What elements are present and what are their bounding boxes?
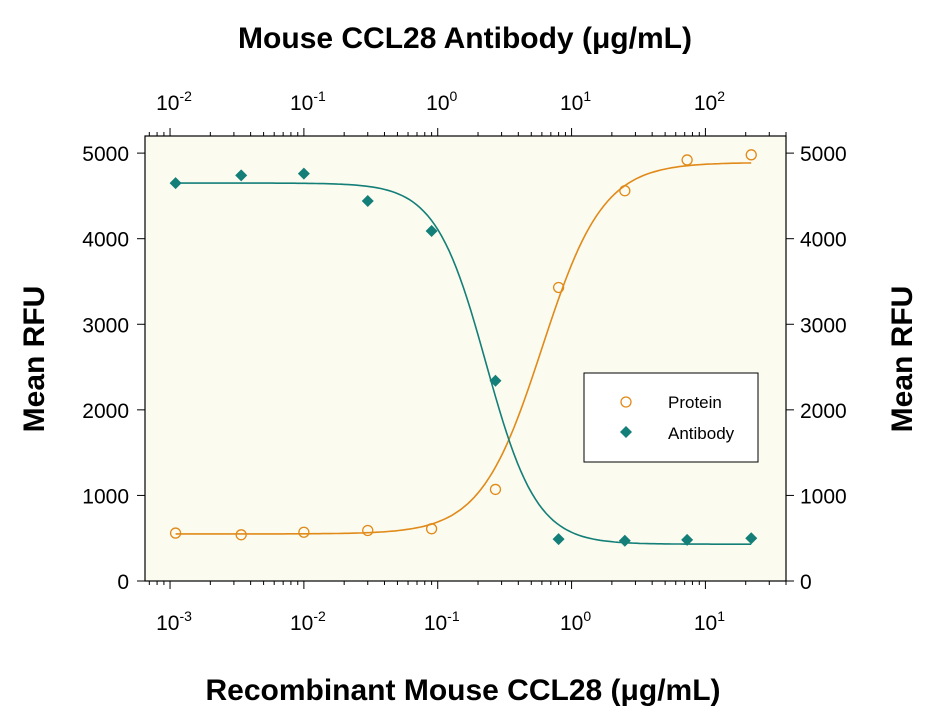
y-axis-right-tick-label: 0: [800, 571, 812, 594]
legend-protein-label: Protein: [668, 393, 722, 412]
antibody-data-point: [745, 532, 758, 545]
protein-data-point: [619, 185, 631, 197]
top-axis-tick-label: 100: [426, 88, 457, 115]
axis-ticks: [137, 128, 794, 589]
x-axis-title: Recombinant Mouse CCL28 (μg/mL): [205, 674, 720, 707]
x-axis-tick-label: 10-3: [156, 608, 192, 635]
fit-curves: [175, 162, 752, 546]
y-axis-title-right: Mean RFU: [886, 286, 919, 433]
top-axis-tick-label: 10-1: [290, 88, 326, 115]
antibody-data-point: [169, 177, 182, 190]
legend-box: [583, 372, 759, 463]
top-axis-tick-label: 102: [694, 88, 725, 115]
antibody-fit-curve: [175, 182, 752, 546]
y-axis-title-left: Mean RFU: [18, 286, 51, 433]
x-axis-tick-label: 100: [560, 608, 591, 635]
x-axis-tick-label: 10-2: [290, 608, 326, 635]
axis-tick-labels: 0 0 1000 1000 2000 2000 3000 3000 4000 4000 5000 50…: [82, 88, 846, 635]
y-axis-left-tick-label: 1000: [82, 485, 129, 508]
y-axis-left-tick-label: 4000: [82, 229, 129, 252]
protein-data-point: [169, 527, 182, 539]
top-axis-tick-label: 101: [560, 88, 591, 115]
y-axis-left-tick-label: 5000: [82, 143, 129, 166]
x-axis-tick-label: 10-1: [424, 608, 460, 635]
protein-fit-curve: [175, 162, 752, 535]
legend-protein-marker: [620, 396, 632, 408]
antibody-data-point: [681, 533, 694, 546]
protein-data-point: [745, 149, 757, 161]
top-axis-title: Mouse CCL28 Antibody (μg/mL): [238, 22, 692, 55]
antibody-data-point: [425, 224, 438, 237]
antibody-data-point: [235, 169, 248, 182]
protein-data-point: [681, 154, 693, 166]
antibody-data-point: [552, 533, 565, 546]
y-axis-right-tick-label: 4000: [800, 229, 847, 252]
y-axis-right-tick-label: 3000: [800, 314, 847, 337]
data-points: [169, 149, 758, 547]
legend-antibody-label: Antibody: [668, 424, 735, 443]
top-axis-tick-label: 10-2: [156, 88, 192, 115]
y-axis-right-tick-label: 2000: [800, 400, 847, 423]
antibody-data-point: [361, 195, 374, 208]
protein-data-point: [489, 483, 502, 496]
protein-data-point: [362, 524, 374, 537]
protein-data-point: [298, 526, 310, 538]
y-axis-right-tick-label: 5000: [800, 143, 847, 166]
y-axis-left-tick-label: 2000: [82, 400, 129, 423]
y-axis-right-tick-label: 1000: [800, 485, 847, 508]
y-axis-left-tick-label: 0: [117, 571, 129, 594]
antibody-data-point: [618, 534, 631, 547]
legend-antibody-marker: [620, 426, 632, 438]
antibody-data-point: [297, 167, 310, 180]
protein-data-point: [552, 281, 565, 294]
plot-area: [144, 135, 787, 582]
y-axis-left-tick-label: 3000: [82, 314, 129, 337]
protein-data-point: [425, 523, 438, 535]
x-axis-tick-label: 101: [694, 608, 725, 635]
protein-data-point: [235, 529, 247, 541]
antibody-data-point: [489, 374, 502, 387]
legend: Protein Antibody: [583, 372, 759, 463]
